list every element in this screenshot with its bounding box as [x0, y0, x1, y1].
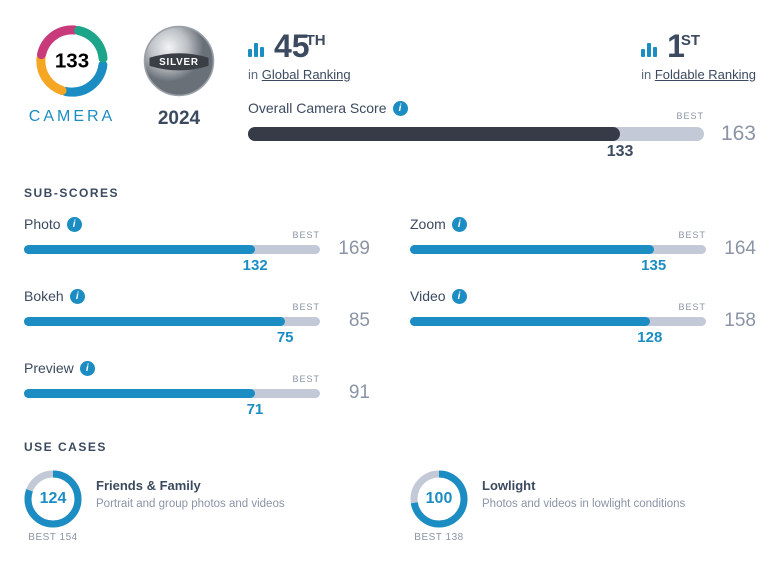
subscores-grid: PhotoiBEST132169ZoomiBEST135164BokehiBES… [24, 216, 756, 404]
subscore-label: Preview [24, 360, 74, 376]
subscore-bar: BEST128 [410, 317, 706, 326]
score-badge: 133 CAMERA [24, 20, 120, 126]
info-icon[interactable]: i [393, 101, 408, 116]
svg-text:SILVER: SILVER [159, 57, 199, 68]
foldable-rank-ordinal: ST [681, 32, 700, 49]
usecase-best: BEST 138 [414, 532, 463, 543]
subscore-label: Zoom [410, 216, 446, 232]
usecase-desc: Photos and videos in lowlight conditions [482, 496, 685, 512]
usecase-title: Lowlight [482, 478, 685, 493]
subscore-label: Bokeh [24, 288, 64, 304]
subscore-photo: Photoi BEST132 169 [24, 216, 370, 260]
info-icon[interactable]: i [80, 361, 95, 376]
svg-text:133: 133 [55, 50, 89, 73]
subscore-value: 135 [641, 257, 666, 274]
silver-medal-icon: SILVER [138, 20, 220, 102]
header-row: 133 CAMERA SILVER 2024 45TH [24, 20, 756, 146]
subscore-value: 75 [277, 329, 294, 346]
bars-icon [248, 43, 264, 57]
info-icon[interactable]: i [67, 217, 82, 232]
usecase-score: 100 [410, 470, 468, 528]
subscore-bar: BEST135 [410, 245, 706, 254]
subscore-best: 91 [330, 382, 370, 404]
subscore-bar: BEST75 [24, 317, 320, 326]
camera-label: CAMERA [29, 108, 115, 126]
overall-score-bar: BEST 133 [248, 127, 704, 141]
foldable-ranking-link[interactable]: Foldable Ranking [655, 67, 756, 82]
award-year: 2024 [158, 108, 200, 130]
best-label: BEST [292, 374, 320, 384]
best-label: BEST [678, 302, 706, 312]
subscore-value: 132 [243, 257, 268, 274]
overall-score-block: Overall Camera Score i BEST 133 163 [248, 100, 756, 146]
best-label: BEST [292, 230, 320, 240]
subscore-best: 164 [716, 238, 756, 260]
score-ring-icon: 133 [24, 20, 120, 102]
ranking-area: 45TH in Global Ranking 1ST in Foldable R… [248, 20, 756, 146]
subscore-label: Video [410, 288, 446, 304]
subscore-bar: BEST132 [24, 245, 320, 254]
subscore-best: 169 [330, 238, 370, 260]
info-icon[interactable]: i [452, 289, 467, 304]
subscore-value: 71 [247, 401, 264, 418]
global-ranking-link[interactable]: Global Ranking [262, 67, 351, 82]
subscore-zoom: Zoomi BEST135 164 [410, 216, 756, 260]
info-icon[interactable]: i [70, 289, 85, 304]
subscore-bar: BEST71 [24, 389, 320, 398]
subscore-bokeh: Bokehi BEST75 85 [24, 288, 370, 332]
best-label: BEST [676, 111, 704, 121]
usecases-row: 124 BEST 154 Friends & Family Portrait and … [24, 470, 756, 543]
global-ranking: 45TH in Global Ranking [248, 28, 351, 82]
usecase-title: Friends & Family [96, 478, 285, 493]
subscore-best: 158 [716, 310, 756, 332]
subscore-label: Photo [24, 216, 61, 232]
subscores-heading: SUB-SCORES [24, 186, 756, 200]
global-rank-ordinal: TH [306, 32, 326, 49]
overall-score-value: 133 [607, 143, 634, 161]
usecases-heading: USE CASES [24, 440, 756, 454]
usecase-ring-icon: 100 [410, 470, 468, 528]
usecase-score: 124 [24, 470, 82, 528]
info-icon[interactable]: i [452, 217, 467, 232]
global-rank-number: 45 [274, 28, 310, 64]
foldable-ranking: 1ST in Foldable Ranking [641, 28, 756, 82]
best-label: BEST [678, 230, 706, 240]
usecase-friends-family: 124 BEST 154 Friends & Family Portrait and … [24, 470, 370, 543]
award-badge: SILVER 2024 [138, 20, 220, 130]
usecase-desc: Portrait and group photos and videos [96, 496, 285, 512]
subscore-video: Videoi BEST128 158 [410, 288, 756, 332]
best-label: BEST [292, 302, 320, 312]
overall-score-label: Overall Camera Score [248, 100, 387, 116]
subscore-value: 128 [637, 329, 662, 346]
usecase-ring-icon: 124 [24, 470, 82, 528]
subscore-preview: Preview i BEST71 91 [24, 360, 370, 404]
usecase-best: BEST 154 [28, 532, 77, 543]
bars-icon [641, 43, 657, 57]
usecase-lowlight: 100 BEST 138 Lowlight Photos and videos in … [410, 470, 756, 543]
subscore-best: 85 [330, 310, 370, 332]
overall-best-value: 163 [714, 122, 756, 146]
